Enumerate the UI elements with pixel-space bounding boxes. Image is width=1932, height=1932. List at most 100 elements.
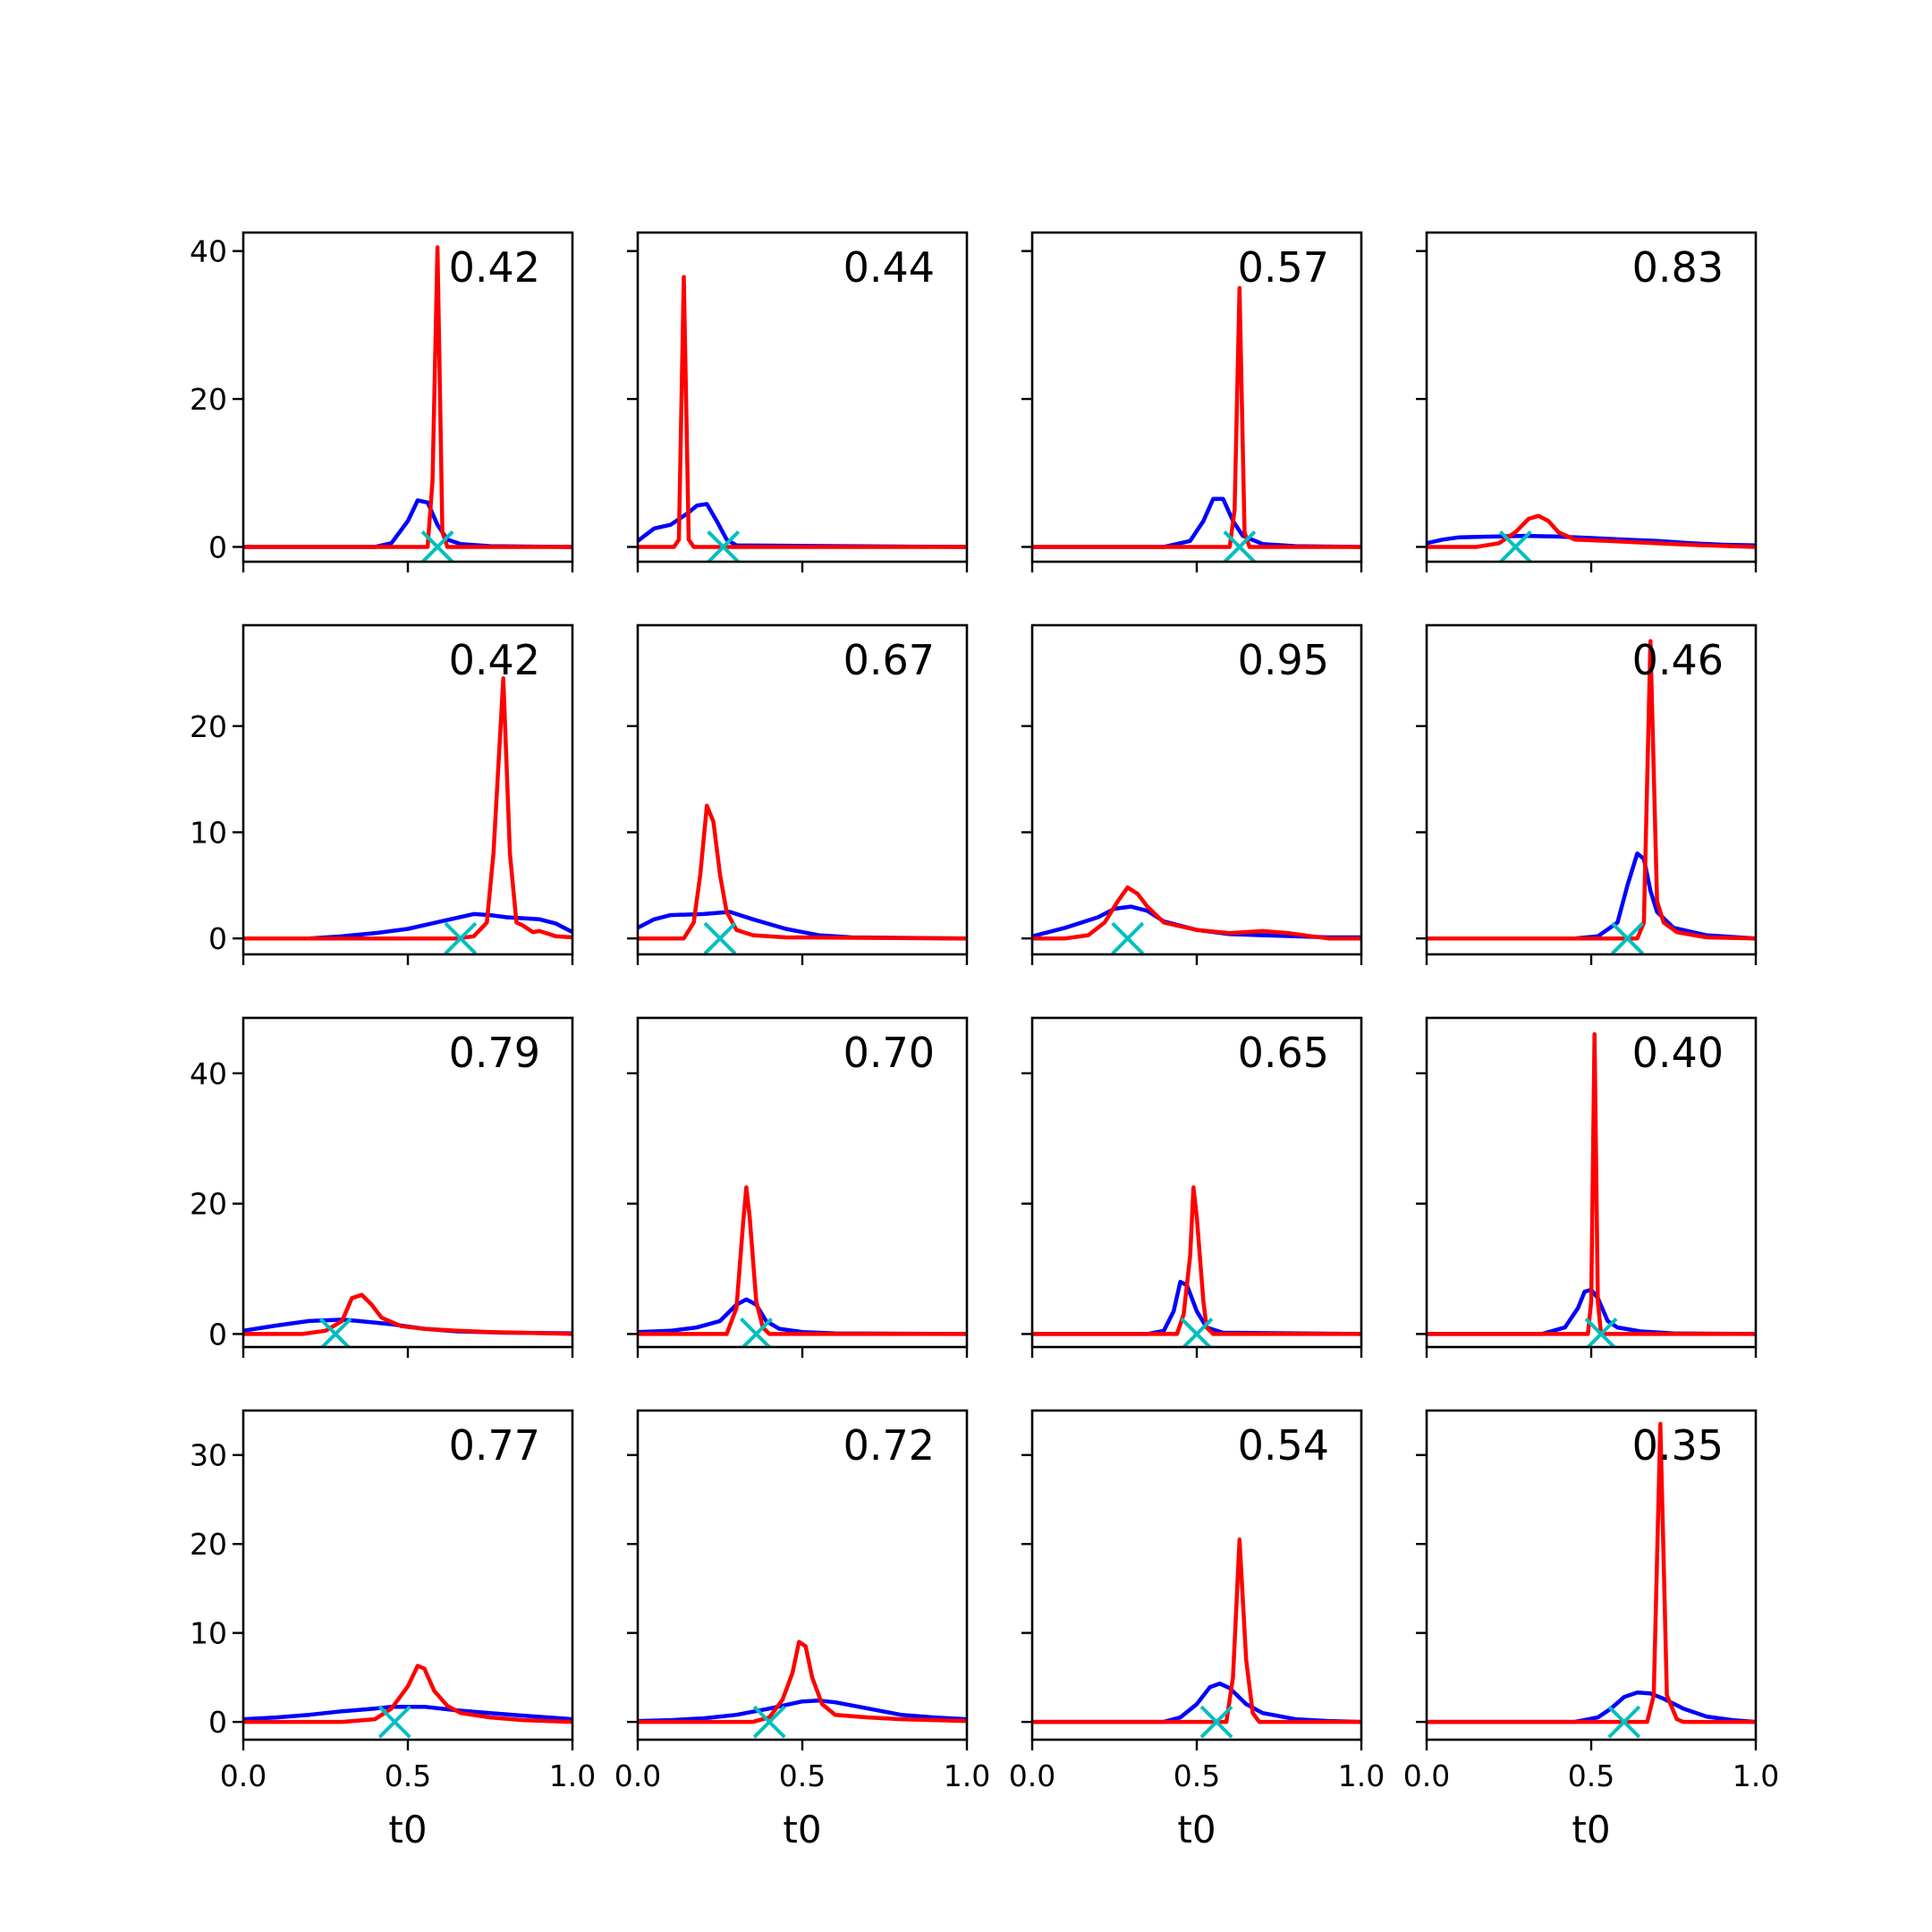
y-tick-label: 20: [190, 1187, 227, 1222]
x-marker: [740, 1318, 773, 1347]
plot-area: [1427, 1031, 1756, 1347]
panel-13: 0.77 0 10 20 30 0.0 0.5 1.0 t0: [190, 1409, 596, 1852]
panel-annotation: 0.40: [1632, 1029, 1724, 1077]
panel-annotation: 0.79: [449, 1029, 540, 1077]
series-blue-line: [1427, 1287, 1756, 1336]
x-marker: [1607, 1705, 1641, 1739]
x-marker: [752, 1705, 786, 1739]
panel-11: 0.65: [1021, 1016, 1363, 1358]
series-red-line: [1032, 285, 1361, 549]
x-marker-stroke: [1585, 1318, 1618, 1347]
series-red-line: [1427, 639, 1756, 941]
y-tick-label: 40: [190, 234, 227, 269]
plot-area: [243, 1664, 572, 1739]
x-marker: [377, 1705, 411, 1739]
series-red-line: [638, 803, 967, 941]
panel-annotation: 0.46: [1632, 636, 1724, 684]
x-marker: [703, 921, 737, 954]
x-tick-label: 1.0: [1733, 1758, 1779, 1793]
series-red-line: [638, 1640, 967, 1724]
series-blue-line: [1032, 1279, 1361, 1336]
x-tick-label: 0.5: [1174, 1758, 1220, 1793]
x-axis-label: t0: [388, 1808, 427, 1852]
y-tick-label: 10: [190, 1616, 227, 1651]
x-marker: [1199, 1705, 1233, 1739]
panel-annotation: 0.72: [843, 1421, 935, 1470]
x-marker-stroke: [752, 1705, 786, 1739]
plot-area: [638, 803, 967, 954]
plot-area: [243, 245, 572, 562]
x-tick-label: 0.0: [1403, 1758, 1450, 1793]
series-blue-line: [1032, 496, 1361, 549]
series-red-line: [243, 245, 572, 549]
plot-area: [1427, 1421, 1756, 1739]
x-marker-stroke: [703, 921, 737, 954]
x-marker-stroke: [377, 1705, 411, 1739]
plot-area: [243, 676, 572, 954]
panel-3: 0.57: [1021, 231, 1363, 572]
panel-2: 0.44: [627, 231, 969, 572]
series-blue-line: [638, 1297, 967, 1336]
x-marker-stroke: [707, 530, 741, 562]
x-tick-label: 0.5: [385, 1758, 431, 1793]
x-marker: [1180, 1318, 1214, 1347]
x-marker: [1611, 921, 1644, 954]
panel-annotation: 0.95: [1238, 636, 1329, 684]
x-marker-stroke: [1181, 1318, 1214, 1347]
y-tick-label: 30: [190, 1438, 227, 1473]
panel-5: 0.42 0 10 20: [190, 623, 574, 965]
plot-area: [638, 1185, 967, 1347]
x-marker: [318, 1318, 352, 1347]
series-red-line: [638, 1185, 967, 1336]
series-red-line: [1032, 885, 1361, 941]
panel-annotation: 0.42: [449, 243, 540, 292]
x-tick-label: 0.0: [614, 1758, 661, 1793]
panel-annotation: 0.57: [1238, 243, 1329, 292]
panel-annotation: 0.83: [1632, 243, 1724, 292]
series-blue-line: [1032, 904, 1361, 940]
x-marker: [1111, 921, 1145, 954]
plot-area: [638, 275, 967, 562]
x-tick-label: 0.5: [779, 1758, 826, 1793]
x-tick-label: 0.5: [1568, 1758, 1614, 1793]
series-blue-line: [243, 498, 572, 549]
y-tick-label: 20: [190, 382, 227, 417]
x-marker-stroke: [319, 1318, 352, 1347]
x-marker-stroke: [741, 1318, 773, 1347]
y-tick-label: 0: [208, 1317, 227, 1352]
series-red-line: [243, 1292, 572, 1336]
panel-annotation: 0.77: [449, 1421, 540, 1470]
x-tick-label: 1.0: [944, 1758, 990, 1793]
x-marker: [444, 921, 478, 954]
panel-annotation: 0.54: [1238, 1421, 1329, 1470]
x-marker-stroke: [420, 530, 454, 562]
x-marker: [1498, 530, 1532, 562]
panel-annotation: 0.42: [449, 636, 540, 684]
panel-6: 0.67: [627, 623, 969, 965]
series-blue-line: [638, 502, 967, 549]
panel-4: 0.83: [1416, 231, 1758, 572]
panel-12: 0.40: [1416, 1016, 1758, 1358]
series-red-line: [243, 1664, 572, 1724]
x-marker: [707, 530, 741, 562]
series-red-line: [1032, 1537, 1361, 1724]
x-axis-label: t0: [1572, 1808, 1610, 1852]
series-blue-line: [1427, 1690, 1756, 1724]
panel-annotation: 0.44: [843, 243, 935, 292]
x-marker: [420, 530, 454, 562]
series-red-line: [638, 275, 967, 549]
panel-10: 0.70: [627, 1016, 969, 1358]
y-tick-label: 40: [190, 1056, 227, 1091]
x-marker-stroke: [1611, 921, 1644, 954]
plot-area: [1032, 1537, 1361, 1739]
x-marker-stroke: [1199, 1705, 1233, 1739]
x-tick-label: 0.0: [220, 1758, 267, 1793]
x-marker-stroke: [1607, 1705, 1641, 1739]
plot-area: [1427, 513, 1756, 562]
panel-14: 0.72 0.0 0.5 1.0 t0: [614, 1409, 990, 1852]
plot-area: [1032, 885, 1361, 954]
x-marker-stroke: [1498, 530, 1532, 562]
y-tick-label: 20: [190, 709, 227, 744]
x-tick-label: 1.0: [1338, 1758, 1385, 1793]
